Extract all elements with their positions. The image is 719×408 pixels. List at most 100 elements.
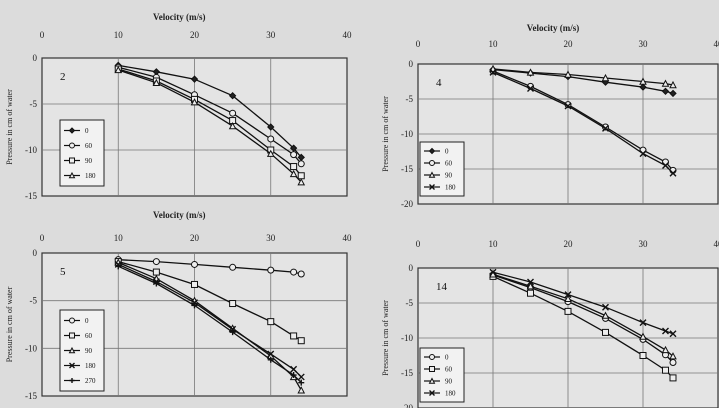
data-point bbox=[489, 68, 497, 76]
legend-label: 180 bbox=[85, 172, 96, 180]
data-point bbox=[639, 332, 647, 340]
x-tick-label: 10 bbox=[489, 39, 499, 49]
legend-label: 0 bbox=[85, 317, 89, 325]
legend-label: 90 bbox=[85, 347, 93, 355]
legend: 0 60 90 180 bbox=[419, 141, 465, 197]
data-point bbox=[115, 263, 122, 270]
y-tick-label: -5 bbox=[30, 99, 38, 109]
data-point bbox=[191, 280, 198, 288]
data-point bbox=[297, 160, 305, 168]
legend-marker bbox=[428, 171, 436, 178]
data-point bbox=[267, 266, 275, 274]
data-point bbox=[289, 169, 298, 178]
data-point bbox=[228, 92, 237, 100]
legend-marker bbox=[68, 346, 76, 354]
x-tick-label: 0 bbox=[40, 30, 45, 40]
data-point bbox=[527, 278, 534, 286]
data-point bbox=[229, 329, 236, 336]
data-point bbox=[290, 268, 298, 276]
data-point bbox=[489, 268, 497, 276]
legend-marker bbox=[69, 332, 75, 339]
data-point bbox=[564, 70, 572, 78]
data-point bbox=[190, 98, 199, 106]
y-axis-title: Pressure in cm of water bbox=[5, 286, 14, 362]
panel-label: 5 bbox=[60, 266, 66, 278]
data-point bbox=[290, 332, 298, 340]
data-point bbox=[662, 327, 669, 335]
y-tick-label: -5 bbox=[406, 94, 414, 104]
y-tick-label: -10 bbox=[25, 343, 37, 353]
data-point bbox=[564, 307, 572, 315]
series-270 bbox=[115, 263, 305, 386]
y-tick-label: -20 bbox=[401, 403, 413, 408]
legend: 0 60 90 180 bbox=[419, 347, 465, 403]
y-tick-label: -10 bbox=[25, 145, 37, 155]
y-tick-label: -20 bbox=[401, 199, 413, 209]
legend-label: 90 bbox=[445, 172, 453, 180]
legend-marker bbox=[69, 317, 75, 324]
legend-label: 60 bbox=[85, 332, 93, 340]
data-point bbox=[228, 122, 237, 130]
legend-marker bbox=[429, 160, 435, 166]
legend-marker bbox=[69, 157, 75, 164]
x-tick-label: 30 bbox=[266, 233, 276, 243]
x-tick-label: 40 bbox=[714, 239, 719, 249]
x-axis-title: Velocity (m/s) bbox=[153, 12, 205, 22]
x-tick-label: 30 bbox=[639, 239, 649, 249]
x-tick-label: 0 bbox=[416, 39, 421, 49]
data-point bbox=[297, 172, 305, 180]
data-point bbox=[527, 289, 534, 297]
data-point bbox=[191, 302, 198, 309]
legend: 0 60 90 180 bbox=[59, 119, 105, 187]
data-point bbox=[564, 294, 572, 302]
legend-label: 0 bbox=[445, 354, 449, 362]
legend-box bbox=[59, 309, 105, 392]
x-tick-label: 40 bbox=[343, 30, 353, 40]
y-tick-label: -15 bbox=[25, 191, 37, 201]
legend-marker bbox=[429, 366, 435, 372]
legend-marker bbox=[428, 147, 436, 155]
data-point bbox=[297, 270, 305, 278]
data-point bbox=[191, 260, 198, 268]
data-point bbox=[153, 280, 160, 287]
data-point bbox=[669, 80, 677, 89]
data-point bbox=[601, 73, 610, 82]
y-tick-label: -10 bbox=[401, 333, 413, 343]
legend-marker bbox=[69, 142, 75, 149]
legend-label: 90 bbox=[445, 378, 453, 386]
data-point bbox=[526, 282, 535, 290]
data-point bbox=[267, 350, 275, 358]
x-tick-label: 0 bbox=[40, 233, 45, 243]
data-point bbox=[602, 124, 609, 132]
y-tick-label: -5 bbox=[30, 296, 38, 306]
x-tick-label: 40 bbox=[343, 233, 353, 243]
legend-label: 180 bbox=[85, 362, 96, 370]
panel-label: 4 bbox=[436, 77, 442, 89]
x-tick-label: 20 bbox=[564, 39, 574, 49]
x-axis-title: Velocity (m/s) bbox=[153, 210, 205, 220]
y-tick-label: -15 bbox=[401, 368, 413, 378]
y-tick-label: -5 bbox=[406, 298, 414, 308]
data-point bbox=[669, 352, 677, 360]
legend-marker bbox=[429, 354, 435, 360]
x-tick-label: 10 bbox=[114, 233, 124, 243]
legend-label: 60 bbox=[445, 160, 453, 168]
x-tick-label: 10 bbox=[489, 239, 499, 249]
data-point bbox=[297, 337, 305, 345]
data-point bbox=[267, 123, 275, 131]
legend-marker bbox=[429, 390, 435, 396]
data-point bbox=[229, 263, 237, 271]
series-180 bbox=[489, 68, 677, 177]
y-tick-label: -15 bbox=[25, 391, 37, 401]
x-tick-label: 20 bbox=[190, 233, 200, 243]
data-point bbox=[229, 300, 237, 308]
legend-label: 60 bbox=[445, 366, 453, 374]
data-point bbox=[662, 162, 669, 169]
data-point bbox=[639, 83, 647, 91]
data-point bbox=[564, 102, 572, 110]
x-tick-label: 20 bbox=[190, 30, 200, 40]
data-point bbox=[669, 374, 677, 382]
legend-label: 180 bbox=[445, 184, 456, 192]
